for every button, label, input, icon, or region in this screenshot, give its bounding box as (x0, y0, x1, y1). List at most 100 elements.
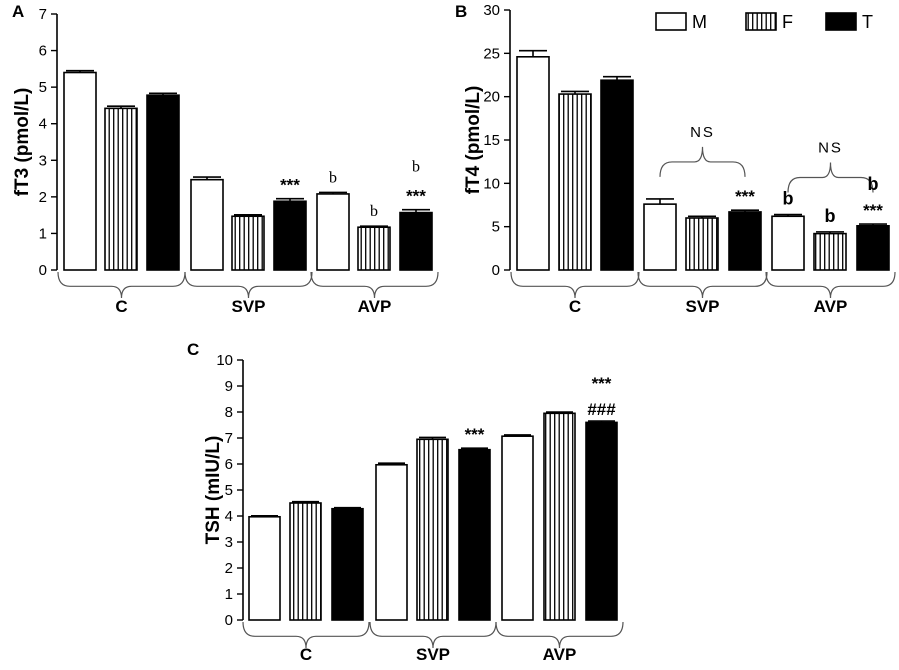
bar-t (146, 94, 180, 271)
bar-f (685, 217, 719, 271)
y-tick-label: 6 (225, 456, 233, 473)
significance-letter: b (783, 189, 794, 209)
panel-c: C 0 1 2 3 4 5 6 7 8 9 10 TSH (mIU/L) C SVP AVP *** ### *** (187, 340, 624, 664)
y-tick-label: 10 (216, 352, 233, 369)
significance-letter: b (412, 159, 420, 176)
y-axis-title: fT3 (pmol/L) (12, 88, 33, 197)
y-tick-label: 30 (483, 2, 500, 19)
y-tick-label: 7 (39, 6, 47, 23)
category-label: C (300, 645, 312, 664)
category-label: SVP (416, 645, 450, 664)
bar-t (600, 79, 634, 271)
bar-m (316, 193, 350, 271)
y-tick-label: 4 (39, 116, 47, 133)
y-tick-label: 6 (39, 43, 47, 60)
category-brace (369, 621, 497, 649)
category-label: AVP (543, 645, 577, 664)
panel-letter: A (12, 2, 24, 21)
legend-swatch (745, 12, 777, 31)
significance-stars: *** (280, 176, 300, 195)
y-tick-label: 1 (225, 586, 233, 603)
y-tick-label: 0 (225, 612, 233, 629)
bar-t (585, 421, 618, 621)
category-label: SVP (685, 297, 719, 316)
legend-swatch (655, 12, 687, 31)
y-tick-label: 15 (483, 132, 500, 149)
significance-stars: *** (735, 187, 755, 206)
y-tick-label: 20 (483, 89, 500, 106)
y-tick-label: 1 (39, 225, 47, 242)
category-label: AVP (814, 297, 848, 316)
category-brace (310, 271, 439, 299)
category-brace (495, 621, 624, 649)
ns-label: NS (690, 124, 715, 141)
y-axis-title: fT4 (pmol/L) (463, 86, 484, 195)
category-brace (765, 271, 896, 299)
y-tick-label: 8 (225, 404, 233, 421)
bar-f (104, 107, 138, 271)
y-tick-label: 9 (225, 378, 233, 395)
bar-f (543, 412, 576, 621)
bar-t (856, 225, 890, 271)
significance-letter: b (825, 206, 836, 226)
y-tick-label: 2 (225, 560, 233, 577)
bar-m (516, 55, 550, 271)
y-tick-label: 4 (225, 508, 233, 525)
panel-a: A 0 1 2 3 4 5 6 7 fT3 (pmol/L) C SVP AVP *** b b b *** (12, 2, 439, 316)
panel-letter: B (455, 2, 467, 21)
y-tick-label: 7 (225, 430, 233, 447)
bar-t (728, 211, 762, 271)
y-tick-label: 3 (225, 534, 233, 551)
y-tick-label: 0 (39, 262, 47, 279)
category-label: AVP (358, 297, 392, 316)
bar-m (63, 71, 97, 271)
bar-m (190, 178, 224, 271)
bar-f (558, 93, 592, 271)
legend-label: T (862, 12, 873, 32)
category-label: C (569, 297, 581, 316)
legend-label: F (782, 12, 793, 32)
category-brace (242, 621, 370, 649)
category-brace (510, 271, 640, 299)
y-tick-label: 2 (39, 189, 47, 206)
bar-t (273, 200, 307, 271)
y-tick-label: 0 (492, 262, 500, 279)
significance-letter: b (868, 174, 879, 194)
y-tick-label: 5 (39, 79, 47, 96)
y-tick-label: 25 (483, 45, 500, 62)
y-tick-label: 5 (225, 482, 233, 499)
ns-brace (787, 162, 874, 193)
ns-label: NS (818, 140, 843, 157)
panel-letter: C (187, 340, 199, 359)
category-label: C (115, 297, 127, 316)
ns-brace (659, 146, 746, 177)
y-tick-label: 3 (39, 152, 47, 169)
bar-t (399, 211, 433, 271)
category-brace (57, 271, 186, 299)
y-tick-label: 5 (492, 219, 500, 236)
bar-m (248, 515, 281, 621)
bar-t (458, 448, 491, 621)
significance-stars: *** (406, 187, 426, 206)
y-tick-label: 10 (483, 175, 500, 192)
significance-stars: *** (592, 374, 612, 393)
legend-label: M (692, 12, 707, 32)
category-brace (637, 271, 768, 299)
bar-m (643, 203, 677, 271)
category-brace (184, 271, 313, 299)
bar-f (357, 226, 391, 271)
significance-stars: *** (465, 425, 485, 444)
bar-f (289, 502, 322, 621)
legend-swatch (825, 12, 857, 31)
bar-f (416, 438, 449, 621)
significance-letter: b (370, 203, 378, 220)
bar-f (231, 215, 265, 271)
y-axis-title: TSH (mIU/L) (203, 436, 224, 545)
bar-m (501, 435, 534, 621)
significance-stars: *** (863, 201, 883, 220)
bar-m (771, 215, 805, 271)
category-label: SVP (231, 297, 265, 316)
bar-m (375, 463, 408, 621)
